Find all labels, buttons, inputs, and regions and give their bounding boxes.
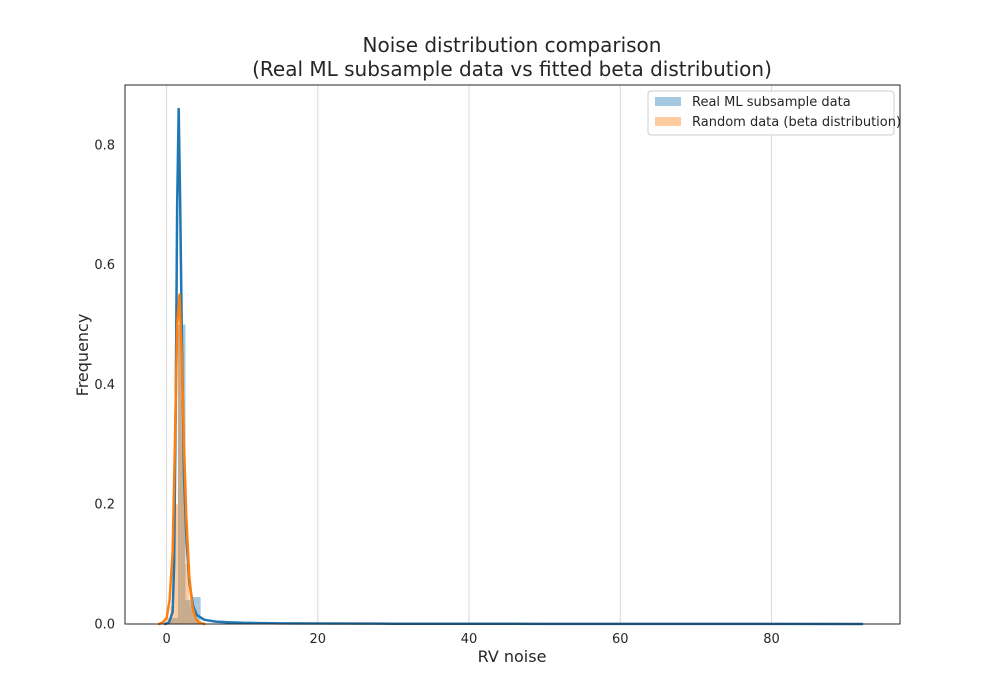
hist-bar-series1-3 (174, 504, 178, 624)
y-tick-label-2: 0.4 (94, 378, 115, 393)
hist-bar-series0-2 (185, 600, 194, 624)
x-tick-label-0: 0 (162, 632, 170, 647)
legend: Real ML subsample data Random data (beta… (647, 90, 901, 136)
x-tick-label-3: 60 (612, 632, 629, 647)
y-tick-label-0: 0.0 (94, 618, 115, 633)
x-axis-label: RV noise (478, 647, 547, 666)
y-axis-label: Frequency (73, 314, 92, 397)
legend-swatch-real (655, 97, 681, 106)
y-tick-label-1: 0.2 (94, 498, 115, 513)
hist-bar-series1-4 (177, 330, 182, 624)
plot-background (125, 85, 900, 624)
hist-bar-series1-6 (185, 564, 190, 624)
legend-label-random: Random data (beta distribution) (692, 115, 901, 130)
x-tick-label-4: 80 (763, 632, 780, 647)
legend-label-real: Real ML subsample data (692, 95, 851, 110)
y-tick-label-3: 0.6 (94, 258, 115, 273)
hist-bar-series1-5 (181, 444, 186, 624)
y-tick-label-4: 0.8 (94, 138, 115, 153)
hist-bar-series1-7 (189, 606, 194, 624)
x-axis-ticks: 0 20 40 60 80 (162, 632, 779, 647)
hist-bar-series0-3 (193, 597, 201, 624)
x-tick-label-1: 20 (310, 632, 327, 647)
plot-area (124, 84, 901, 626)
x-tick-label-2: 40 (461, 632, 478, 647)
plot-frame (124, 84, 901, 625)
hist-bar-series0-0 (170, 618, 178, 624)
chart-title: Noise distribution comparison (363, 33, 662, 57)
hist-bar-series1-8 (193, 619, 197, 624)
legend-swatch-random (655, 117, 681, 126)
grid (166, 85, 772, 624)
y-axis-ticks: 0.0 0.2 0.4 0.6 0.8 (94, 138, 115, 632)
density-line-series1 (157, 293, 206, 626)
hist-bar-series0-1 (177, 324, 186, 624)
legend-frame (647, 90, 895, 136)
chart-subtitle: (Real ML subsample data vs fitted beta d… (252, 57, 772, 81)
